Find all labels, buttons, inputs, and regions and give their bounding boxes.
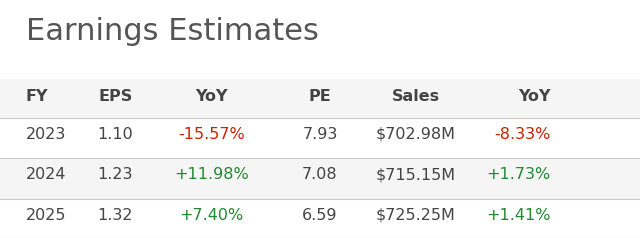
Text: YoY: YoY (518, 89, 550, 104)
FancyBboxPatch shape (0, 119, 640, 158)
Text: 2023: 2023 (26, 127, 66, 142)
FancyBboxPatch shape (0, 159, 640, 199)
Text: 2024: 2024 (26, 167, 66, 183)
Text: YoY: YoY (195, 89, 227, 104)
Text: -8.33%: -8.33% (494, 127, 550, 142)
Text: Earnings Estimates: Earnings Estimates (26, 17, 319, 46)
Text: 2025: 2025 (26, 208, 66, 223)
Text: PE: PE (308, 89, 332, 104)
Text: $715.15M: $715.15M (376, 167, 456, 183)
FancyBboxPatch shape (0, 79, 640, 118)
Text: $725.25M: $725.25M (376, 208, 456, 223)
Text: -15.57%: -15.57% (178, 127, 244, 142)
Text: EPS: EPS (98, 89, 132, 104)
Text: $702.98M: $702.98M (376, 127, 456, 142)
Text: 1.32: 1.32 (97, 208, 133, 223)
Text: FY: FY (26, 89, 48, 104)
Text: 1.10: 1.10 (97, 127, 133, 142)
Text: 1.23: 1.23 (97, 167, 133, 183)
Text: +7.40%: +7.40% (179, 208, 243, 223)
Text: Sales: Sales (392, 89, 440, 104)
Text: +11.98%: +11.98% (174, 167, 248, 183)
Text: 7.08: 7.08 (302, 167, 338, 183)
Text: 6.59: 6.59 (302, 208, 338, 223)
Text: 7.93: 7.93 (302, 127, 338, 142)
Text: +1.73%: +1.73% (486, 167, 550, 183)
Text: +1.41%: +1.41% (486, 208, 550, 223)
